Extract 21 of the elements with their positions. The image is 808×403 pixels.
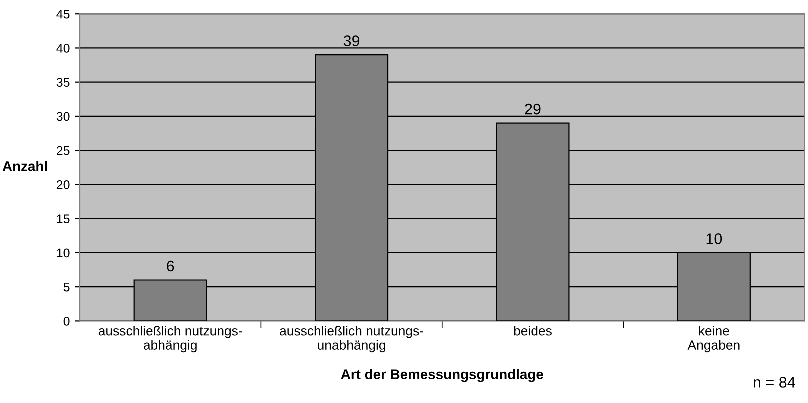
data-label: 10 [706,234,722,244]
y-axis-title: Anzahl [2,161,48,172]
y-tick-label: 10 [57,248,70,258]
y-tick-label: 30 [56,112,70,122]
y-tick-label: 45 [56,10,70,19]
y-tick-label: 0 [64,316,70,326]
x-axis-title: Art der Bemessungsgrundlage [341,369,544,382]
text: n = 84 [754,377,796,388]
data-label: 6 [167,260,174,272]
y-tick-label: 20 [56,180,70,190]
y-tick-label: 40 [56,44,70,53]
y-tick-label: 15 [57,214,70,224]
data-label: 29 [525,104,541,115]
y-tick-label: 25 [56,146,70,156]
y-tick-label: 5 [64,283,70,292]
x-tick-label: ausschließlich nutzungs- abhängig [98,326,242,353]
y-tick-label: 35 [56,78,70,87]
data-label: 39 [344,36,360,46]
x-tick-label: keine Angaben [688,326,740,353]
x-tick-label: ausschließlich nutzungs- unabhängig [280,326,424,353]
x-tick-label: beides [514,326,552,336]
